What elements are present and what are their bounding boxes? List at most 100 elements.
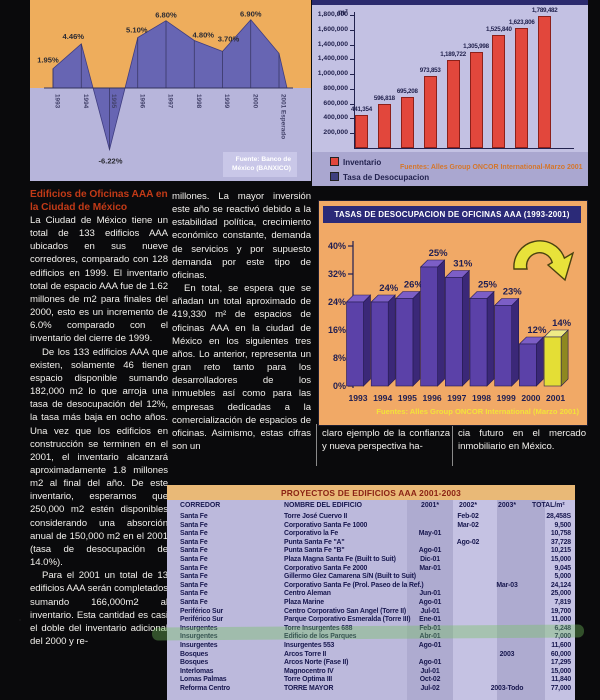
table-cell: Santa Fe: [180, 521, 208, 529]
bar-1997: [446, 60, 460, 148]
table-cell: Torre José Cuervo II: [284, 513, 348, 520]
table-cell: 11,840: [551, 676, 571, 684]
point-label: 6.90%: [240, 10, 262, 19]
y-tick-label: 40%: [328, 241, 346, 251]
y-tick-label: 1,400,000: [317, 40, 348, 48]
table-cell: Ago-01: [418, 642, 442, 649]
table-cell: Santa Fe: [180, 599, 208, 606]
y-tick-label: 32%: [328, 269, 346, 279]
bar-side-1996: [437, 259, 445, 387]
table-row: Lomas Palmas Torre Optima III Oct-02 11,840: [167, 676, 575, 685]
table-cell: 7,819: [554, 599, 572, 606]
table-cell: Corporativo Santa Fe 1000: [284, 521, 368, 529]
bar-value-label: 1,789,482: [531, 6, 558, 14]
vacancy-chart-source: Fuentes: Alles Group ONCOR International…: [376, 407, 579, 416]
bar-value-label: 25%: [478, 280, 498, 291]
table-cell: Santa Fe: [180, 581, 208, 589]
table-cell: 11,600: [551, 642, 571, 649]
bar-1993: [346, 301, 364, 387]
table-cell: Oct-02: [419, 676, 441, 684]
table-cell: 9,500: [554, 521, 572, 529]
table-cell: Gillermo Glez Camarena S/N (Built to Sui…: [284, 573, 416, 581]
x-axis-label: 1996: [138, 94, 145, 109]
table-cell: Lomas Palmas: [180, 676, 227, 684]
table-cell: Santa Fe: [180, 556, 208, 563]
table-cell: 37,728: [550, 538, 571, 546]
table-cell: Ene-01: [419, 616, 441, 624]
table-cell: 77,000: [550, 685, 571, 692]
y-tick-label: 1,800,000: [317, 11, 348, 18]
table-row: Santa Fe Punta Santa Fe "A" Ago-02 37,728: [167, 539, 575, 548]
y-tick-label: 800,000: [323, 84, 348, 92]
table-header-row: CORREDOR NOMBRE DEL EDIFICIO 2001* 2002* 200…: [167, 502, 575, 511]
bar-1995: [395, 298, 414, 387]
table-cell: TORRE MAYOR: [284, 685, 334, 692]
article-column-4: cia futuro en el mercado inmobiliario en…: [458, 427, 586, 467]
table-row: Insurgentes Insurgentes 553 Ago-01 11,600: [167, 642, 575, 651]
bar-1999: [492, 35, 506, 148]
bar-side-1999: [511, 297, 519, 387]
point-label: -6.22%: [98, 157, 122, 166]
x-axis-label: 1994: [373, 393, 392, 403]
table-cell: 5,000: [554, 573, 572, 581]
bar-2001: [543, 336, 562, 387]
table-cell: Corporativo Santa Fe (Prol. Paseo de la …: [284, 581, 424, 589]
y-tick-label: 1,400,000: [317, 55, 348, 63]
bar-side-1993: [363, 294, 371, 387]
table-row: Santa Fe Corporativo la Fe May-01 10,758: [167, 530, 575, 539]
x-axis-label: 1995: [398, 393, 417, 403]
table-cell: Reforma Centro: [180, 685, 230, 692]
bar-1998: [469, 51, 483, 148]
legend-swatch-inventario: [330, 157, 339, 166]
x-axis-label: 1995: [110, 94, 117, 109]
table-cell: Punta Santa Fe "A": [284, 538, 345, 546]
x-axis-label: 1997: [447, 393, 466, 403]
point-label: 1.95%: [37, 56, 59, 65]
bar-1994: [377, 103, 391, 148]
table-cell: Magnocentro IV: [284, 667, 334, 675]
point-label: 4.46%: [63, 32, 85, 41]
table-cell: Plaza Marine: [284, 599, 324, 606]
table-cell: Periférico Sur: [180, 607, 224, 615]
column-header: NOMBRE DEL EDIFICIO: [284, 502, 362, 509]
y-tick-label: 8%: [333, 353, 346, 363]
table-cell: Bosques: [180, 650, 209, 658]
table-row: Santa Fe Gillermo Glez Camarena S/N (Buil…: [167, 573, 575, 582]
table-cell: Arcos Norte (Fase II): [284, 659, 349, 667]
x-axis-label: 2000: [251, 94, 258, 109]
x-axis-label: 1993: [54, 94, 61, 109]
table-cell: Ago-01: [418, 547, 442, 555]
legend-label-tasa: Tasa de Desocupacion: [343, 173, 430, 182]
x-axis-line: [354, 148, 574, 149]
bar-value-label: 31%: [453, 259, 473, 270]
table-cell: Corporativo Santa Fe 2000: [284, 564, 368, 572]
table-row: Periférico Sur Centro Corporativo San Ang…: [167, 608, 575, 617]
legend-item-tasa: Tasa de Desocupacion: [330, 172, 429, 182]
bar-value-label: 25%: [429, 248, 449, 259]
column-header: TOTAL/m²: [532, 502, 565, 509]
table-row: Santa Fe Plaza Marine Ago-01 7,819: [167, 599, 575, 608]
table-cell: Arcos Torre II: [284, 650, 327, 658]
inventory-chart-source: Fuentes: Alles Group ONCOR International…: [400, 164, 583, 171]
table-row: Bosques Arcos Torre II 2003 60,000: [167, 651, 575, 660]
table-cell: 19,700: [550, 607, 571, 615]
bar-side-2000: [536, 336, 544, 387]
gdp-growth-area-chart: 1.95% 4.46% -6.22% 5.10% 6.80% 4.80% 3.70% 6.90…: [30, 0, 311, 181]
bar-1996: [423, 76, 437, 148]
table-cell: Torre Optima III: [284, 676, 333, 684]
article-column-3: claro ejemplo de la confianza y nueva pe…: [322, 427, 450, 467]
x-axis-label: 1999: [223, 94, 230, 109]
table-cell: Periférico Sur: [180, 616, 224, 624]
y-tick-label: 200,000: [323, 129, 348, 137]
table-cell: 15,000: [550, 667, 571, 675]
table-cell: 10,215: [550, 547, 571, 555]
table-cell: Santa Fe: [180, 530, 208, 538]
table-cell: Santa Fe: [180, 573, 208, 581]
table-cell: Centro Aleman: [284, 590, 331, 598]
legend-item-inventario: Inventario: [330, 157, 381, 167]
column-header: CORREDOR: [180, 502, 221, 509]
down-trend-arrow-icon: [513, 240, 575, 282]
table-cell: Ago-01: [418, 599, 442, 606]
x-axis-label: 2000: [521, 393, 540, 403]
